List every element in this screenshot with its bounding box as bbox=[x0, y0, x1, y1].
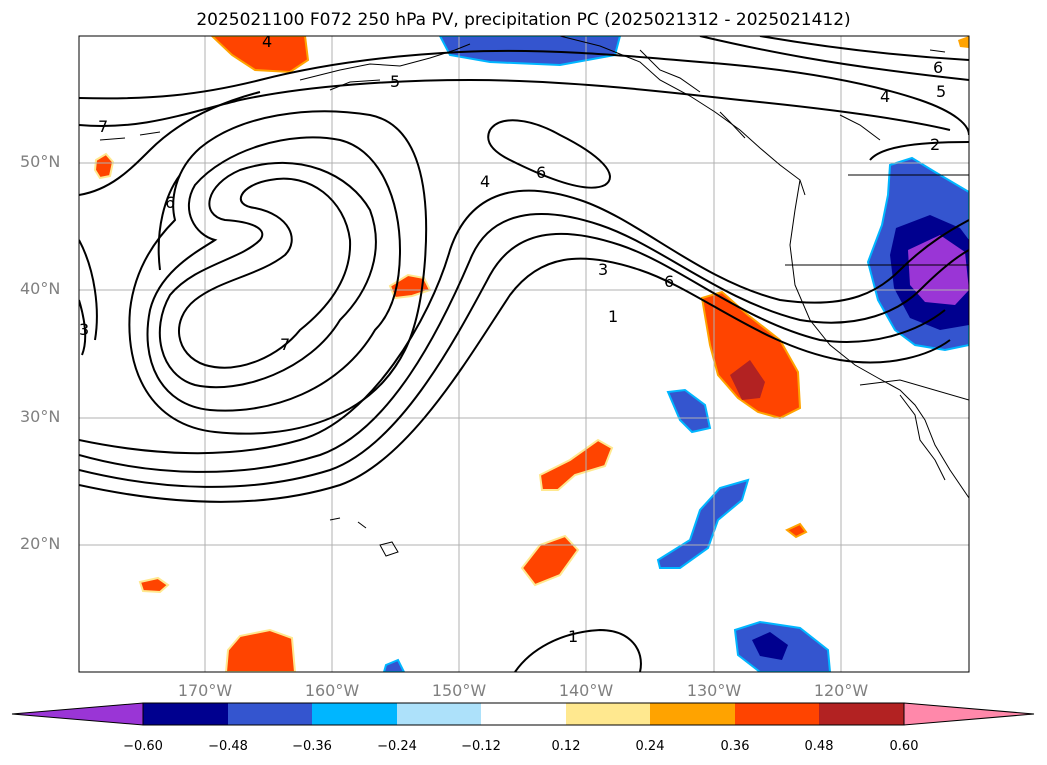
colorbar-tick: 0.36 bbox=[720, 739, 750, 754]
lon-label: 140°W bbox=[558, 681, 614, 700]
contour-label: 6 bbox=[536, 163, 546, 182]
contour-label: 7 bbox=[280, 335, 290, 354]
precip-positive-blob bbox=[700, 290, 802, 420]
contour-label: 6 bbox=[664, 272, 674, 291]
precip-negative-blob bbox=[656, 478, 750, 569]
pv-contours bbox=[79, 36, 969, 672]
colorbar-segment bbox=[312, 703, 397, 725]
precip-positive-blob bbox=[958, 36, 969, 48]
contour-label: 5 bbox=[390, 72, 400, 91]
colorbar-tick: −0.48 bbox=[208, 739, 248, 754]
colorbar-segment bbox=[143, 703, 228, 725]
contour-label: 1 bbox=[568, 627, 578, 646]
colorbar-tick: 0.48 bbox=[804, 739, 834, 754]
lat-label: 40°N bbox=[20, 279, 61, 298]
colorbar-segment bbox=[650, 703, 735, 725]
contour-label: 2 bbox=[930, 135, 940, 154]
contour-label: 3 bbox=[79, 320, 89, 339]
precip-positive-core bbox=[730, 360, 765, 400]
colorbar-high-extension bbox=[903, 702, 1035, 726]
contour-label: 6 bbox=[165, 193, 175, 212]
colorbar-segment bbox=[735, 703, 819, 725]
contour-label: 4 bbox=[880, 87, 890, 106]
colorbar-segment bbox=[481, 703, 566, 725]
lon-label: 170°W bbox=[177, 681, 233, 700]
contour-label: 7 bbox=[98, 117, 108, 136]
colorbar-tick: −0.60 bbox=[123, 739, 163, 754]
colorbar-frame bbox=[142, 702, 905, 726]
map-frame bbox=[78, 35, 970, 673]
colorbar-segment bbox=[819, 703, 904, 725]
colorbar-tick: −0.24 bbox=[377, 739, 417, 754]
colorbar-tick: 0.12 bbox=[551, 739, 581, 754]
precip-positive-blob bbox=[224, 628, 297, 672]
precip-positive-blob bbox=[93, 152, 115, 180]
contour-label: 6 bbox=[933, 58, 943, 77]
precip-shading bbox=[93, 36, 969, 672]
lon-label: 150°W bbox=[431, 681, 487, 700]
precip-positive-blob bbox=[785, 522, 808, 539]
lon-label: 120°W bbox=[813, 681, 869, 700]
precip-positive-blob bbox=[538, 438, 614, 491]
precip-negative-blob bbox=[382, 658, 406, 672]
contour-label: 3 bbox=[598, 260, 608, 279]
colorbar bbox=[11, 702, 1035, 726]
lat-label: 50°N bbox=[20, 152, 61, 171]
colorbar-tick: 0.60 bbox=[889, 739, 919, 754]
colorbar-segment bbox=[566, 703, 650, 725]
lat-label: 20°N bbox=[20, 534, 61, 553]
colorbar-segment bbox=[228, 703, 312, 725]
colorbar-tick: −0.36 bbox=[292, 739, 332, 754]
precip-positive-blob bbox=[138, 576, 170, 594]
precip-negative-blob bbox=[666, 388, 712, 434]
contour-label: 1 bbox=[608, 307, 618, 326]
lon-label: 130°W bbox=[686, 681, 742, 700]
contour-label: 4 bbox=[262, 32, 272, 51]
contour-label: 5 bbox=[936, 82, 946, 101]
map-title: 2025021100 F072 250 hPa PV, precipitatio… bbox=[196, 10, 851, 30]
lat-label: 30°N bbox=[20, 407, 61, 426]
lon-label: 160°W bbox=[304, 681, 360, 700]
contour-label: 4 bbox=[480, 172, 490, 191]
colorbar-segment bbox=[397, 703, 481, 725]
precip-negative-core bbox=[752, 632, 788, 660]
map-area: 4 5 6 4 5 2 7 6 4 6 3 6 1 7 3 1 bbox=[79, 32, 969, 672]
colorbar-low-extension bbox=[11, 702, 144, 726]
colorbar-tick: −0.12 bbox=[461, 739, 501, 754]
colorbar-tick: 0.24 bbox=[635, 739, 665, 754]
contour-labels: 4 5 6 4 5 2 7 6 4 6 3 6 1 7 3 1 bbox=[79, 32, 946, 646]
